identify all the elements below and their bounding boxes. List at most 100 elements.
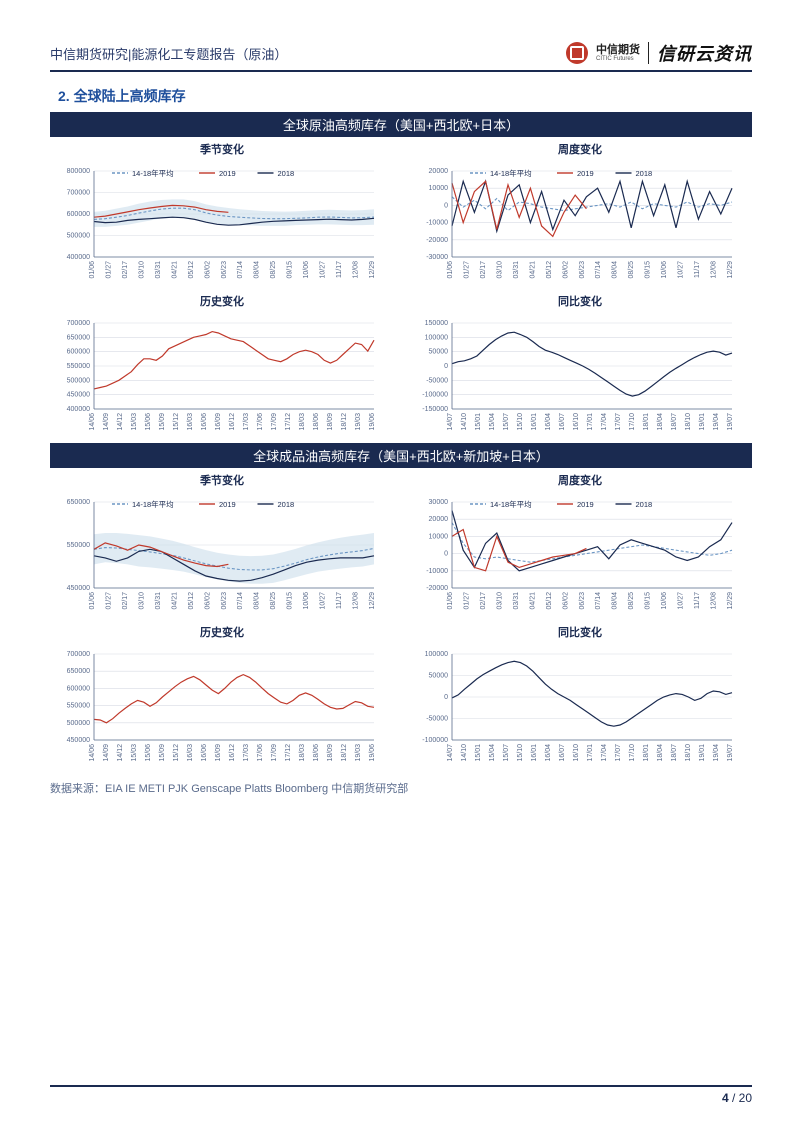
svg-text:19/01: 19/01 — [699, 413, 706, 431]
svg-text:100000: 100000 — [425, 651, 448, 658]
svg-text:18/01: 18/01 — [643, 413, 650, 431]
chart-crude-seasonal: 季节变化 40000050000060000070000080000001/06… — [50, 139, 394, 287]
svg-text:17/04: 17/04 — [601, 413, 608, 431]
svg-text:16/06: 16/06 — [201, 413, 208, 431]
svg-text:15/12: 15/12 — [173, 744, 180, 762]
svg-text:15/06: 15/06 — [145, 413, 152, 431]
chart-crude-yoy: 同比变化 -150000-100000-50000050000100000150… — [408, 291, 752, 439]
svg-text:500000: 500000 — [67, 377, 90, 384]
svg-text:14/07: 14/07 — [447, 413, 454, 431]
svg-text:19/03: 19/03 — [355, 744, 362, 762]
svg-text:-100000: -100000 — [422, 392, 448, 399]
svg-text:100000: 100000 — [425, 334, 448, 341]
svg-text:05/12: 05/12 — [546, 592, 553, 610]
subtitle-seasonal-2: 季节变化 — [50, 472, 394, 488]
svg-text:450000: 450000 — [67, 585, 90, 592]
svg-text:19/07: 19/07 — [727, 744, 734, 762]
svg-text:10/27: 10/27 — [678, 592, 685, 610]
svg-text:08/04: 08/04 — [254, 261, 261, 279]
svg-text:15/09: 15/09 — [159, 744, 166, 762]
grid-product: 季节变化 45000055000065000001/0601/2702/1703… — [50, 470, 752, 770]
brand-citic-cn: 中信期货 — [596, 44, 640, 56]
chart-prod-weekly: 周度变化 -20000-10000010000200003000001/0601… — [408, 470, 752, 618]
svg-text:10000: 10000 — [429, 185, 449, 192]
svg-text:18/12: 18/12 — [341, 744, 348, 762]
svg-text:2018: 2018 — [636, 500, 653, 509]
svg-text:19/06: 19/06 — [369, 413, 376, 431]
svg-text:15/04: 15/04 — [489, 413, 496, 431]
svg-text:18/09: 18/09 — [327, 413, 334, 431]
svg-text:500000: 500000 — [67, 233, 90, 240]
svg-text:2018: 2018 — [278, 500, 295, 509]
subtitle-yoy: 同比变化 — [408, 293, 752, 309]
svg-text:05/12: 05/12 — [188, 592, 195, 610]
page-footer: 4 / 20 — [50, 1085, 752, 1105]
svg-text:01/27: 01/27 — [105, 261, 112, 279]
svg-text:14/12: 14/12 — [117, 413, 124, 431]
brand-separator — [648, 42, 649, 64]
chart-crude-history: 历史变化 40000045000050000055000060000065000… — [50, 291, 394, 439]
svg-text:04/21: 04/21 — [529, 592, 536, 610]
svg-text:16/09: 16/09 — [215, 413, 222, 431]
svg-text:18/09: 18/09 — [327, 744, 334, 762]
svg-text:14/09: 14/09 — [103, 744, 110, 762]
svg-text:17/03: 17/03 — [243, 744, 250, 762]
svg-text:03/31: 03/31 — [155, 261, 162, 279]
svg-text:2019: 2019 — [577, 500, 594, 509]
svg-text:15/12: 15/12 — [173, 413, 180, 431]
svg-text:-10000: -10000 — [426, 568, 448, 575]
header-left: 中信期货研究|能源化工专题报告（原油） — [50, 44, 287, 63]
svg-text:15/01: 15/01 — [475, 413, 482, 431]
svg-text:17/01: 17/01 — [587, 413, 594, 431]
svg-text:16/06: 16/06 — [201, 744, 208, 762]
svg-text:50000: 50000 — [429, 673, 449, 680]
svg-text:16/04: 16/04 — [545, 413, 552, 431]
svg-text:18/03: 18/03 — [299, 744, 306, 762]
svg-text:-20000: -20000 — [426, 237, 448, 244]
svg-text:08/25: 08/25 — [270, 592, 277, 610]
svg-text:15/07: 15/07 — [503, 744, 510, 762]
svg-text:16/01: 16/01 — [531, 744, 538, 762]
svg-text:-50000: -50000 — [426, 377, 448, 384]
svg-text:09/15: 09/15 — [287, 261, 294, 279]
svg-text:16/04: 16/04 — [545, 744, 552, 762]
svg-text:600000: 600000 — [67, 685, 90, 692]
svg-text:06/02: 06/02 — [562, 261, 569, 279]
svg-text:11/17: 11/17 — [336, 261, 343, 278]
subtitle-history-2: 历史变化 — [50, 624, 394, 640]
svg-text:02/17: 02/17 — [480, 261, 487, 279]
svg-text:14/06: 14/06 — [89, 413, 96, 431]
svg-text:09/15: 09/15 — [645, 261, 652, 279]
svg-text:17/12: 17/12 — [285, 744, 292, 762]
svg-text:16/10: 16/10 — [573, 413, 580, 431]
page-header: 中信期货研究|能源化工专题报告（原油） 中信期货 CITIC Futures 信… — [50, 40, 752, 72]
band-product: 全球成品油高频库存（美国+西北欧+新加坡+日本） — [50, 443, 752, 468]
svg-text:16/12: 16/12 — [229, 413, 236, 431]
subtitle-weekly: 周度变化 — [408, 141, 752, 157]
svg-text:04/21: 04/21 — [529, 261, 536, 279]
svg-text:20000: 20000 — [429, 168, 449, 175]
svg-text:10/06: 10/06 — [303, 592, 310, 610]
svg-text:11/17: 11/17 — [336, 592, 343, 609]
svg-text:0: 0 — [444, 551, 448, 558]
svg-text:10/06: 10/06 — [661, 261, 668, 279]
svg-text:11/17: 11/17 — [694, 261, 701, 278]
svg-text:01/06: 01/06 — [89, 592, 96, 610]
svg-text:04/21: 04/21 — [171, 261, 178, 279]
svg-text:17/12: 17/12 — [285, 413, 292, 431]
svg-text:15/04: 15/04 — [489, 744, 496, 762]
svg-text:15/09: 15/09 — [159, 413, 166, 431]
svg-text:08/25: 08/25 — [628, 592, 635, 610]
svg-text:10/06: 10/06 — [661, 592, 668, 610]
svg-text:03/31: 03/31 — [513, 592, 520, 610]
citic-logo-icon — [566, 42, 588, 64]
svg-text:08/04: 08/04 — [254, 592, 261, 610]
svg-text:19/04: 19/04 — [713, 744, 720, 762]
svg-text:05/12: 05/12 — [546, 261, 553, 279]
svg-text:10/27: 10/27 — [320, 261, 327, 279]
svg-text:01/06: 01/06 — [89, 261, 96, 279]
svg-text:18/03: 18/03 — [299, 413, 306, 431]
page-total: 20 — [739, 1091, 752, 1105]
svg-text:16/03: 16/03 — [187, 744, 194, 762]
svg-text:12/29: 12/29 — [727, 261, 734, 279]
